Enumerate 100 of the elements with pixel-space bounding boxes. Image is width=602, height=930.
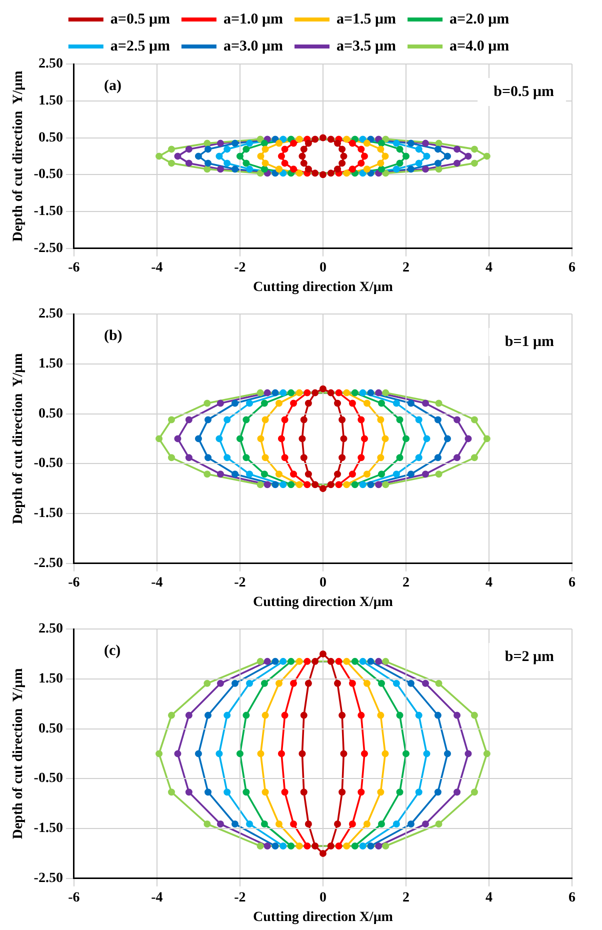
point	[275, 400, 282, 407]
point	[435, 400, 442, 407]
point	[281, 146, 288, 153]
point	[246, 166, 254, 173]
point	[454, 416, 461, 424]
point	[470, 146, 478, 153]
point	[288, 389, 295, 396]
point	[367, 389, 374, 396]
point	[290, 166, 298, 173]
point	[360, 750, 368, 758]
point	[204, 788, 212, 796]
point	[470, 454, 478, 462]
y-axis-title: Depth of cut direction Y/μm	[11, 70, 26, 242]
point	[185, 146, 192, 153]
annotation: b=1 μm	[504, 334, 554, 350]
point	[290, 470, 298, 478]
point	[444, 750, 451, 758]
point	[377, 712, 384, 719]
y-tick-label: -1.50	[34, 506, 63, 522]
point	[185, 454, 192, 462]
point	[360, 152, 368, 160]
point	[275, 470, 282, 478]
point	[262, 788, 269, 796]
point	[236, 152, 244, 160]
point	[377, 416, 384, 424]
point	[334, 140, 342, 147]
point	[216, 820, 224, 828]
point	[454, 712, 461, 719]
point	[272, 658, 279, 665]
point	[174, 435, 182, 442]
x-tick-label: 2	[402, 260, 410, 276]
point	[264, 842, 271, 850]
point	[434, 712, 442, 719]
point	[300, 146, 308, 153]
y-tick-label: 0.50	[38, 130, 63, 146]
point	[216, 750, 223, 758]
point	[334, 680, 342, 687]
point	[288, 658, 295, 665]
point	[290, 820, 298, 828]
point	[343, 170, 350, 177]
point	[256, 481, 264, 488]
point	[260, 820, 268, 828]
point	[392, 166, 400, 173]
point	[242, 712, 250, 719]
point	[296, 389, 303, 396]
point	[338, 712, 346, 719]
point	[378, 820, 385, 828]
point	[231, 470, 238, 478]
point	[423, 750, 430, 758]
point	[298, 750, 306, 758]
point	[392, 470, 400, 478]
y-tick-label: -0.50	[34, 771, 63, 786]
point	[296, 658, 303, 665]
point	[375, 658, 382, 665]
point	[312, 658, 319, 665]
point	[300, 454, 308, 462]
point	[246, 820, 254, 828]
point	[407, 140, 414, 147]
point	[216, 470, 224, 478]
y-tick-label: 1.50	[38, 93, 63, 108]
y-tick-label: -0.50	[34, 456, 63, 472]
point	[304, 166, 312, 173]
point	[231, 400, 238, 407]
x-tick-label: 2	[402, 890, 410, 906]
point	[434, 454, 442, 462]
point	[407, 680, 414, 687]
y-tick-label: 2.50	[38, 306, 63, 322]
point	[168, 454, 175, 462]
point	[360, 435, 368, 442]
x-tick-label: 0	[319, 890, 326, 906]
point	[423, 435, 430, 442]
point	[334, 820, 342, 828]
point	[319, 385, 326, 392]
point	[257, 750, 264, 758]
point	[278, 750, 285, 758]
point	[363, 400, 370, 407]
point	[407, 820, 414, 828]
point	[348, 470, 356, 478]
point	[304, 842, 311, 850]
annotation: b=2 μm	[504, 648, 554, 665]
point	[288, 842, 295, 850]
point	[256, 136, 264, 143]
point	[262, 146, 269, 153]
point	[367, 842, 374, 850]
point	[434, 160, 442, 167]
x-tick-label: -6	[68, 890, 80, 906]
point	[377, 160, 384, 167]
point	[358, 454, 365, 462]
point	[382, 481, 390, 488]
point	[280, 389, 287, 396]
point	[242, 416, 250, 424]
x-tick-label: 4	[485, 260, 492, 276]
y-tick-label: -0.50	[34, 167, 63, 182]
point	[300, 712, 308, 719]
point	[168, 160, 175, 167]
point	[290, 400, 298, 407]
point	[470, 416, 478, 424]
point	[378, 140, 385, 147]
point	[340, 750, 348, 758]
point	[216, 435, 223, 442]
